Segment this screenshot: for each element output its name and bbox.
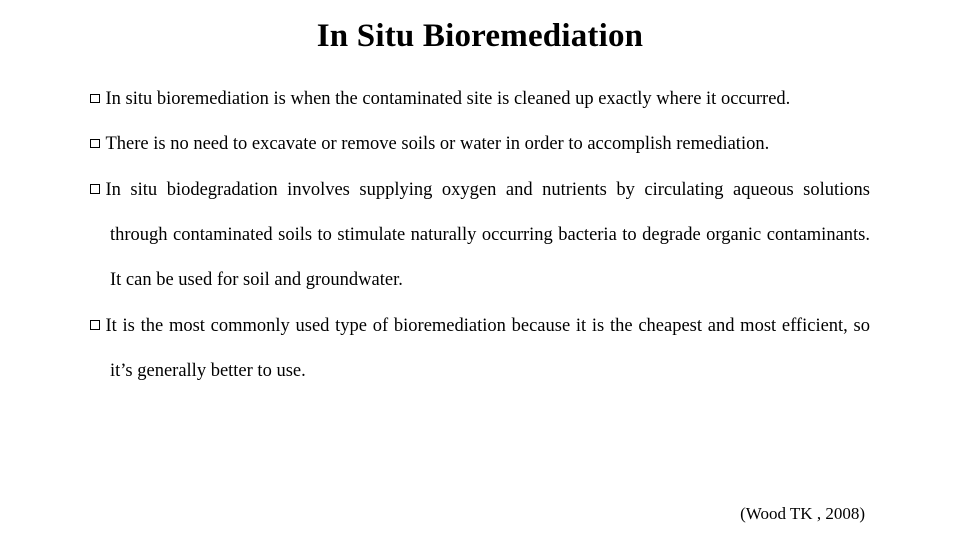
bullet-marker-icon <box>90 320 100 330</box>
bullet-text: There is no need to excavate or remove s… <box>106 134 770 154</box>
bullet-marker-icon <box>90 94 100 104</box>
bullet-item: In situ bioremediation is when the conta… <box>90 77 870 122</box>
bullet-marker-icon <box>90 139 100 149</box>
bullet-text: It is the most commonly used type of bio… <box>106 316 871 381</box>
bullet-list: In situ bioremediation is when the conta… <box>90 77 870 394</box>
slide: In Situ Bioremediation In situ bioremedi… <box>0 0 960 540</box>
bullet-item: There is no need to excavate or remove s… <box>90 122 870 167</box>
bullet-item: In situ biodegradation involves supplyin… <box>90 168 870 304</box>
citation: (Wood TK , 2008) <box>740 504 865 524</box>
bullet-marker-icon <box>90 184 100 194</box>
slide-title: In Situ Bioremediation <box>90 18 870 55</box>
bullet-text: In situ bioremediation is when the conta… <box>106 89 791 109</box>
bullet-text: In situ biodegradation involves supplyin… <box>106 180 871 291</box>
bullet-item: It is the most commonly used type of bio… <box>90 304 870 395</box>
